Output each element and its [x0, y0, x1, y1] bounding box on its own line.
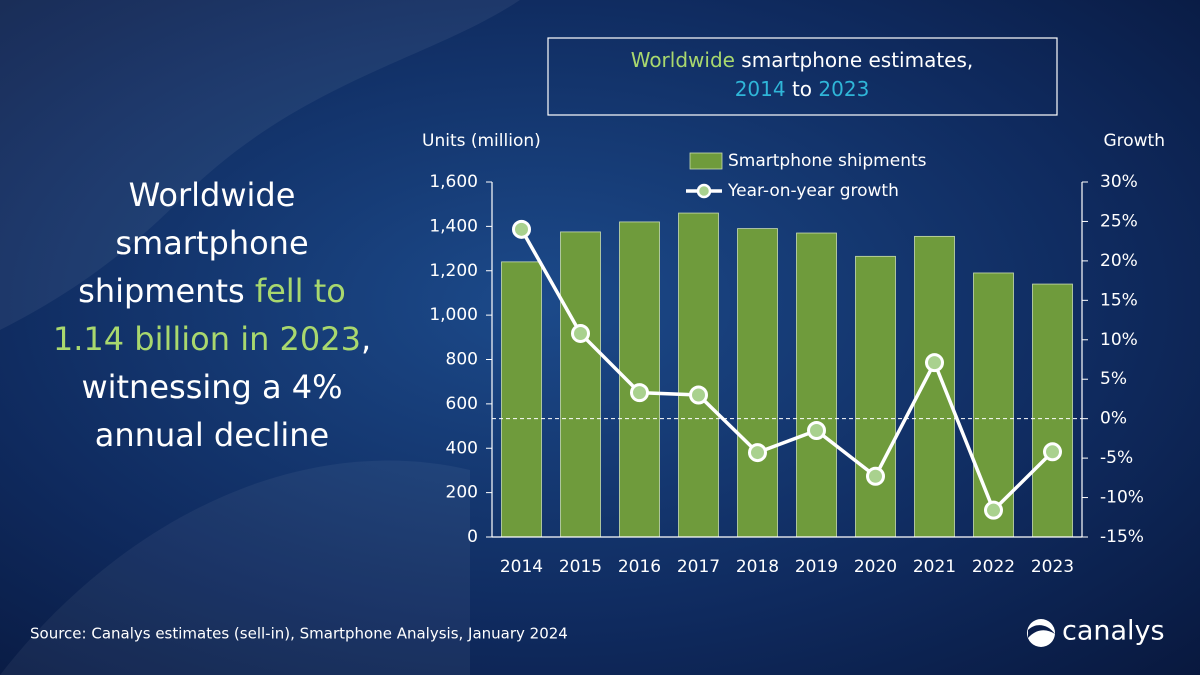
text-part: annual decline — [95, 416, 329, 454]
headline: Worldwide smartphone shipments fell to 1.14… — [53, 176, 371, 454]
x-tick-label: 2014 — [500, 557, 543, 577]
growth-marker — [984, 500, 1003, 520]
bar — [796, 232, 837, 538]
x-tick-label: 2022 — [972, 557, 1015, 577]
bar — [678, 212, 719, 538]
text-line: witnessing a 4% — [81, 368, 342, 406]
y-axis-label: Units (million) — [422, 131, 541, 151]
y2-tick-label: 30% — [1100, 172, 1138, 192]
y2-axis-label: Growth — [1103, 131, 1165, 151]
text-part: smartphone estimates, — [735, 48, 973, 72]
logo-icon — [1027, 619, 1055, 647]
x-tick-label: 2017 — [677, 557, 720, 577]
text-part: , — [361, 320, 371, 358]
source: Source: Canalys estimates (sell-in), Sma… — [30, 625, 568, 643]
text-line: 1.14 billion in 2023, — [53, 320, 371, 358]
text-line: 2014 to 2023 — [735, 77, 870, 101]
y-tick-label: 1,400 — [429, 216, 478, 236]
y-tick-label: 400 — [446, 438, 478, 458]
growth-marker — [866, 466, 885, 486]
x-tick-label: 2021 — [913, 557, 956, 577]
y2-tick-label: -15% — [1100, 527, 1144, 547]
y2-tick-label: 0% — [1100, 409, 1127, 429]
growth-marker — [571, 323, 590, 343]
text-part: fell to — [255, 272, 346, 310]
legend-label: Year-on-year growth — [727, 181, 899, 201]
y-tick-label: 600 — [446, 394, 478, 414]
text-line: Worldwide smartphone estimates, — [631, 48, 974, 72]
text-part: 2023 — [818, 77, 869, 101]
y-tick-label: 800 — [446, 350, 478, 370]
growth-marker — [512, 219, 531, 239]
x-tick-label: 2016 — [618, 557, 661, 577]
y2-tick-label: 15% — [1100, 290, 1138, 310]
text-line: Worldwide — [129, 176, 296, 214]
title-box — [547, 37, 1058, 116]
y-tick-label: 1,000 — [429, 305, 478, 325]
x-tick-label: 2019 — [795, 557, 838, 577]
bar — [1032, 283, 1073, 538]
y-tick-label: 1,600 — [429, 172, 478, 192]
x-tick-label: 2018 — [736, 557, 779, 577]
growth-marker — [925, 353, 944, 373]
swoosh — [0, 0, 520, 330]
swoosh — [0, 460, 470, 675]
x-tick-label: 2023 — [1031, 557, 1074, 577]
x-tick-label: 2020 — [854, 557, 897, 577]
growth-marker — [689, 385, 708, 405]
growth-line — [519, 228, 1054, 514]
legend-marker — [696, 183, 712, 199]
bar — [501, 261, 542, 538]
y2-tick-label: -5% — [1100, 448, 1133, 468]
x-tick-label: 2015 — [559, 557, 602, 577]
bar — [973, 272, 1014, 538]
chart-title: Worldwide smartphone estimates, 2014 to 2… — [631, 48, 974, 101]
text-part: Worldwide — [129, 176, 296, 214]
growth-marker — [748, 443, 767, 463]
logo-icon-cut — [1028, 625, 1055, 638]
text-part: smartphone — [115, 224, 308, 262]
y2-tick-label: -10% — [1100, 488, 1144, 508]
legend-swatch — [689, 152, 723, 170]
text-part: witnessing a 4% — [81, 368, 342, 406]
text-part: 1.14 billion in 2023 — [53, 320, 361, 358]
text-line: smartphone — [115, 224, 308, 262]
text-part: shipments — [78, 272, 255, 310]
logo-text: canalys — [1062, 616, 1165, 647]
text-part: 2014 — [735, 77, 786, 101]
text-part: Worldwide — [631, 48, 735, 72]
y2-tick-label: 5% — [1100, 369, 1127, 389]
legend-label: Smartphone shipments — [728, 151, 927, 171]
text-line: shipments fell to — [78, 272, 346, 310]
y2-tick-label: 25% — [1100, 211, 1138, 231]
logo: canalys — [1027, 616, 1165, 647]
bar — [737, 228, 778, 538]
growth-marker — [1043, 442, 1062, 462]
text-part: to — [786, 77, 819, 101]
text-line: annual decline — [95, 416, 329, 454]
y-tick-label: 200 — [446, 483, 478, 503]
y-tick-label: 0 — [467, 527, 478, 547]
bar — [560, 231, 601, 538]
bar — [855, 255, 896, 538]
growth-marker — [807, 421, 826, 440]
y-tick-label: 1,200 — [429, 261, 478, 281]
growth-marker — [630, 383, 649, 403]
y2-tick-label: 20% — [1100, 251, 1138, 271]
y2-tick-label: 10% — [1100, 330, 1138, 350]
